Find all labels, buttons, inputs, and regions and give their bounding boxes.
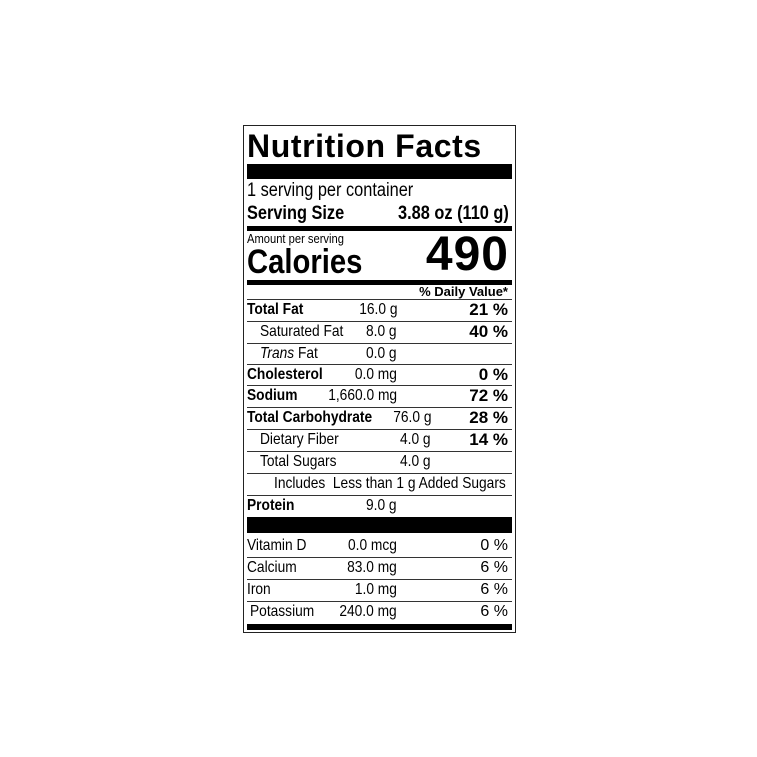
vitamin-name: Iron: [247, 581, 271, 598]
nutrient-row-trans-fat: Trans Fat 0.0 g: [244, 343, 515, 365]
nutrient-name: Total Sugars: [260, 453, 337, 470]
nutrient-row-total-sugars: Total Sugars 4.0 g: [244, 451, 515, 473]
calories-label: Calories: [247, 244, 381, 280]
vitamin-name: Calcium: [247, 559, 297, 576]
vitamin-amount: 83.0 mg: [347, 559, 397, 576]
nutrient-name: Cholesterol: [247, 366, 323, 383]
divider: [247, 299, 512, 300]
vitamin-dv: 6 %: [480, 603, 508, 620]
vitamin-row-vitamin-d: Vitamin D 0.0 mcg 0 %: [244, 535, 515, 557]
divider: [247, 343, 512, 344]
vitamin-dv: 0 %: [480, 537, 508, 554]
serving-size-value: 3.88 oz (110 g): [380, 203, 509, 225]
title: Nutrition Facts: [247, 128, 482, 164]
nutrient-amount: 8.0 g: [366, 323, 397, 340]
servings-per-container: 1 serving per container: [247, 181, 440, 201]
nutrient-dv: 21 %: [469, 300, 508, 319]
nutrient-amount: 0.0 g: [366, 345, 397, 362]
nutrient-row-dietary-fiber: Dietary Fiber 4.0 g 14 %: [244, 429, 515, 451]
nutrient-row-added-sugars: Includes Less than 1 g Added Sugars: [244, 473, 515, 495]
nutrient-row-cholesterol: Cholesterol 0.0 mg 0 %: [244, 364, 515, 386]
vitamin-name: Vitamin D: [247, 537, 307, 554]
vitamin-row-calcium: Calcium 83.0 mg 6 %: [244, 557, 515, 579]
serving-size-label-text: Serving Size: [247, 203, 345, 224]
divider: [247, 601, 512, 602]
nutrient-dv: 40 %: [469, 322, 508, 341]
divider: [247, 451, 512, 452]
divider: [247, 385, 512, 386]
thick-divider: [247, 517, 512, 533]
nutrient-name: Saturated Fat: [260, 323, 344, 340]
divider: [247, 321, 512, 322]
nutrient-name: Dietary Fiber: [260, 431, 339, 448]
nutrient-dv: 72 %: [469, 386, 508, 405]
nutrient-amount: 1,660.0 mg: [328, 387, 397, 404]
vitamin-row-iron: Iron 1.0 mg 6 %: [244, 579, 515, 601]
nutrient-row-sodium: Sodium 1,660.0 mg 72 %: [244, 385, 515, 407]
servings-text: 1 serving per container: [247, 180, 414, 201]
nutrition-facts-label: Nutrition Facts 1 serving per container …: [243, 125, 516, 633]
title-text: Nutrition Facts: [247, 128, 482, 164]
thick-divider: [247, 164, 512, 179]
divider: [247, 429, 512, 430]
nutrient-name: Total Fat: [247, 301, 304, 318]
nutrient-amount: 16.0 g: [358, 301, 397, 318]
nutrient-name: Sodium: [247, 387, 298, 404]
nutrient-amount: 76.0 g: [392, 409, 431, 426]
nutrient-dv: 28 %: [469, 408, 508, 427]
vitamin-row-potassium: Potassium 240.0 mg 6 %: [244, 601, 515, 623]
medium-divider: [247, 226, 512, 231]
divider: [247, 473, 512, 474]
bottom-divider: [247, 624, 512, 630]
calories-value: 490: [425, 228, 509, 281]
daily-value-header: % Daily Value*: [419, 284, 508, 299]
nutrient-name: Trans Fat: [260, 345, 318, 362]
divider: [247, 407, 512, 408]
nutrient-amount: 4.0 g: [400, 453, 431, 470]
vitamin-dv: 6 %: [480, 581, 508, 598]
vitamin-amount: 240.0 mg: [339, 603, 397, 620]
nutrient-dv: 0 %: [478, 365, 508, 384]
vitamin-amount: 0.0 mcg: [348, 537, 397, 554]
vitamin-name: Potassium: [250, 603, 315, 620]
divider: [247, 495, 512, 496]
divider: [247, 557, 512, 558]
amount-per-serving: Amount per serving: [247, 232, 360, 246]
nutrient-amount: 9.0 g: [366, 497, 397, 514]
nutrient-dv: 14 %: [469, 430, 508, 449]
nutrient-amount: 0.0 mg: [354, 366, 397, 383]
nutrient-row-total-carbohydrate: Total Carbohydrate 76.0 g 28 %: [244, 407, 515, 429]
calories-label-text: Calories: [247, 243, 363, 281]
nutrient-name: Protein: [247, 497, 295, 514]
vitamin-amount: 1.0 mg: [354, 581, 397, 598]
divider: [247, 579, 512, 580]
nutrient-name: Total Carbohydrate: [247, 409, 373, 426]
serving-size-value-text: 3.88 oz (110 g): [398, 203, 509, 224]
vitamin-dv: 6 %: [480, 559, 508, 576]
nutrient-name: Includes Less than 1 g Added Sugars: [274, 475, 506, 492]
divider: [247, 364, 512, 365]
nutrient-row-total-fat: Total Fat 16.0 g 21 %: [244, 299, 515, 321]
nutrient-row-protein: Protein 9.0 g: [244, 495, 515, 517]
medium-divider: [247, 280, 512, 285]
nutrient-row-saturated-fat: Saturated Fat 8.0 g 40 %: [244, 321, 515, 343]
amount-per-serving-text: Amount per serving: [247, 231, 344, 246]
nutrient-amount: 4.0 g: [400, 431, 431, 448]
serving-size-label: Serving Size: [247, 203, 360, 225]
